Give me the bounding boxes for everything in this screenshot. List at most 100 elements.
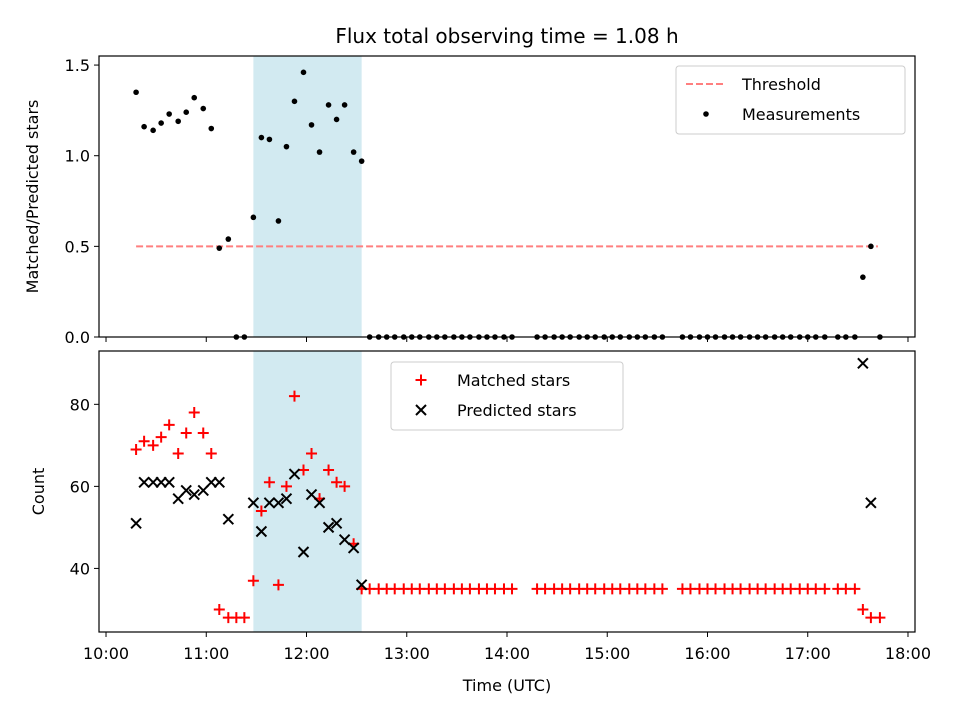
predicted-star-point bbox=[247, 497, 260, 509]
measurement-point bbox=[216, 245, 223, 251]
matched-star-point bbox=[247, 575, 259, 587]
predicted-star-point bbox=[213, 476, 226, 488]
measurement-point bbox=[275, 218, 282, 224]
matched-star-point bbox=[656, 583, 668, 595]
y-tick-label: 60 bbox=[70, 477, 90, 496]
predicted-star-point bbox=[338, 533, 351, 546]
predicted-star-point bbox=[297, 546, 310, 558]
predicted-star-point bbox=[322, 521, 335, 534]
matched-star-point bbox=[272, 579, 284, 591]
predicted-star-point bbox=[280, 492, 293, 505]
matched-star-point bbox=[255, 505, 267, 517]
measurement-point bbox=[183, 109, 190, 115]
measurement-point bbox=[308, 122, 315, 128]
measurement-point bbox=[350, 149, 357, 155]
chart-title: Flux total observing time = 1.08 h bbox=[335, 24, 678, 48]
matched-star-point bbox=[857, 603, 869, 615]
matched-star-point bbox=[238, 612, 250, 624]
y-tick-label: 1.5 bbox=[65, 56, 90, 75]
matched-star-point bbox=[506, 583, 518, 595]
matched-star-point bbox=[323, 464, 335, 476]
legend-label: Threshold bbox=[741, 75, 821, 94]
measurement-point bbox=[250, 214, 257, 221]
count-panel: 40 60 80 10:00 11:00 12:00 13:00 14:00 15:00 16:0… bbox=[29, 350, 931, 663]
measurement-point bbox=[358, 158, 365, 164]
matched-star-point bbox=[130, 443, 142, 455]
predicted-star-point bbox=[347, 542, 360, 554]
matched-star-point bbox=[213, 603, 225, 615]
legend-predicted-swatch bbox=[415, 404, 427, 416]
legend-box bbox=[675, 65, 906, 135]
x-tick-label: 17:00 bbox=[785, 644, 831, 663]
measurement-point bbox=[158, 120, 164, 126]
measurement-point bbox=[191, 94, 198, 101]
measurement-point bbox=[208, 125, 215, 132]
y-tick-label: 0.0 bbox=[65, 328, 90, 347]
x-tick-label: 14:00 bbox=[484, 644, 530, 663]
ratio-panel: 0.0 0.5 1.0 1.5 Matched/Predicted stars Thres… bbox=[23, 55, 916, 347]
shaded-span bbox=[253, 56, 362, 337]
measurement-point bbox=[200, 105, 207, 112]
y-tick-label: 40 bbox=[70, 559, 90, 578]
x-tick-label: 12:00 bbox=[283, 644, 329, 663]
measurement-point bbox=[266, 136, 273, 143]
x-tick-label: 11:00 bbox=[183, 644, 229, 663]
predicted-star-point bbox=[188, 488, 200, 501]
matched-star-point bbox=[874, 612, 886, 624]
measurement-point bbox=[868, 243, 874, 250]
legend-label: Predicted stars bbox=[457, 401, 577, 420]
matched-star-point bbox=[205, 448, 217, 460]
measurement-point bbox=[291, 98, 298, 105]
measurement-point bbox=[283, 143, 290, 150]
measurement-point bbox=[150, 127, 156, 134]
y-axis-label: Matched/Predicted stars bbox=[23, 100, 42, 294]
measurement-point bbox=[333, 116, 340, 123]
legend-label: Matched stars bbox=[457, 371, 570, 390]
measurement-point bbox=[325, 102, 332, 108]
predicted-star-point bbox=[330, 517, 343, 529]
matched-star-point bbox=[331, 476, 343, 488]
predicted-star-point bbox=[180, 484, 192, 497]
measurement-point bbox=[141, 123, 147, 130]
x-tick-label: 16:00 bbox=[684, 644, 730, 663]
predicted-star-point bbox=[222, 513, 235, 525]
measurement-point bbox=[225, 236, 232, 242]
measurement-point bbox=[341, 102, 348, 108]
matched-star-point bbox=[180, 427, 192, 439]
predicted-star-point bbox=[288, 468, 301, 480]
measurement-point bbox=[860, 274, 866, 280]
matched-star-point bbox=[163, 419, 175, 431]
predicted-star-point bbox=[272, 497, 285, 509]
measurement-point bbox=[316, 149, 323, 155]
matched-star-point bbox=[188, 407, 200, 419]
matched-star-point bbox=[280, 480, 292, 492]
y-tick-label: 80 bbox=[70, 395, 90, 414]
matched-star-point bbox=[172, 448, 184, 460]
y-axis-label: Count bbox=[29, 468, 48, 516]
predicted-star-point bbox=[163, 476, 175, 488]
matched-star-point bbox=[849, 583, 861, 595]
predicted-star-point bbox=[313, 497, 326, 509]
y-tick-label: 1.0 bbox=[65, 147, 90, 166]
measurement-point bbox=[300, 69, 307, 76]
measurement-point bbox=[166, 111, 172, 117]
y-tick-label: 0.5 bbox=[65, 237, 90, 256]
legend-box bbox=[390, 361, 624, 431]
measurement-point bbox=[258, 134, 265, 141]
matched-star-point bbox=[306, 448, 318, 460]
matched-star-point bbox=[288, 390, 300, 402]
matched-star-point bbox=[138, 435, 150, 447]
matched-star-point bbox=[263, 476, 275, 488]
x-axis-label: Time (UTC) bbox=[462, 676, 551, 695]
predicted-star-point bbox=[857, 357, 869, 370]
matched-star-point bbox=[197, 427, 209, 439]
x-tick-label: 10:00 bbox=[83, 644, 129, 663]
measurement-point bbox=[133, 89, 139, 96]
predicted-star-point bbox=[263, 497, 276, 509]
predicted-star-point bbox=[865, 497, 877, 509]
legend-matched-swatch bbox=[415, 374, 427, 386]
predicted-star-point bbox=[130, 517, 142, 529]
x-tick-label: 18:00 bbox=[885, 644, 931, 663]
predicted-star-point bbox=[138, 476, 150, 488]
